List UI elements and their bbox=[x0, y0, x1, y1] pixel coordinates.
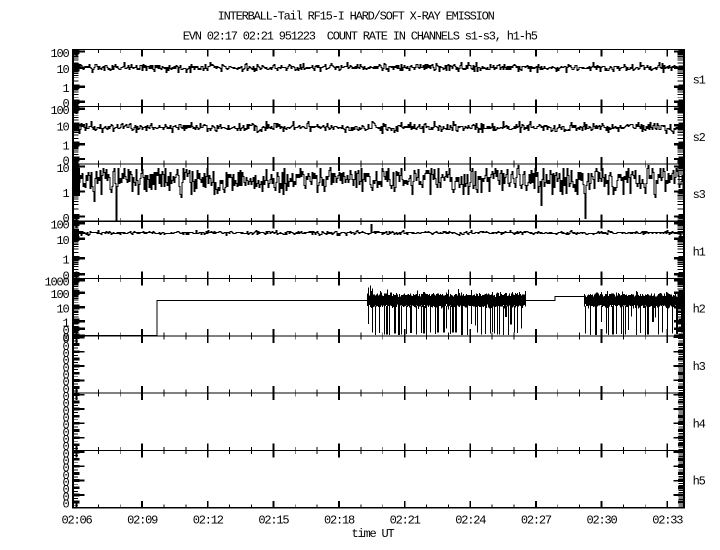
svg-text:1: 1 bbox=[62, 187, 69, 201]
svg-text:s1: s1 bbox=[693, 74, 706, 88]
svg-text:02:27: 02:27 bbox=[521, 514, 552, 528]
svg-text:1: 1 bbox=[62, 316, 69, 330]
svg-text:0: 0 bbox=[62, 490, 69, 504]
svg-text:INTERBALL-Tail RF15-I HARD/SOF: INTERBALL-Tail RF15-I HARD/SOFT X-RAY EM… bbox=[218, 10, 495, 24]
svg-text:0: 0 bbox=[62, 376, 69, 390]
svg-text:02:30: 02:30 bbox=[586, 514, 617, 528]
svg-text:100: 100 bbox=[50, 288, 69, 302]
svg-text:100: 100 bbox=[50, 104, 69, 118]
svg-text:0: 0 bbox=[62, 476, 69, 490]
svg-text:EVN 02:17 02:21 951223 COUNT: EVN 02:17 02:21 951223 COUNT RATE IN CHA… bbox=[183, 29, 538, 43]
svg-text:0: 0 bbox=[62, 340, 69, 354]
svg-text:0: 0 bbox=[62, 497, 69, 511]
svg-text:0: 0 bbox=[62, 361, 69, 375]
svg-text:02:18: 02:18 bbox=[324, 514, 355, 528]
svg-text:0: 0 bbox=[62, 270, 69, 284]
svg-text:100: 100 bbox=[50, 47, 69, 61]
svg-text:0: 0 bbox=[62, 483, 69, 497]
svg-text:10: 10 bbox=[56, 63, 69, 77]
svg-text:0: 0 bbox=[62, 390, 69, 404]
svg-text:h5: h5 bbox=[693, 475, 706, 489]
svg-text:0: 0 bbox=[62, 97, 69, 111]
svg-text:0: 0 bbox=[62, 426, 69, 440]
svg-text:0: 0 bbox=[62, 369, 69, 383]
svg-text:1: 1 bbox=[62, 254, 69, 268]
svg-text:h1: h1 bbox=[693, 245, 706, 259]
svg-text:0: 0 bbox=[62, 333, 69, 347]
svg-text:02:09: 02:09 bbox=[127, 514, 158, 528]
svg-text:0: 0 bbox=[62, 397, 69, 411]
svg-text:10: 10 bbox=[56, 162, 69, 176]
svg-text:02:24: 02:24 bbox=[455, 514, 486, 528]
svg-text:10: 10 bbox=[56, 120, 69, 134]
svg-text:1: 1 bbox=[62, 139, 69, 153]
svg-text:0: 0 bbox=[62, 433, 69, 447]
svg-text:h3: h3 bbox=[693, 360, 706, 374]
svg-text:0: 0 bbox=[62, 324, 69, 338]
svg-text:0: 0 bbox=[62, 455, 69, 469]
svg-text:0: 0 bbox=[62, 331, 69, 345]
svg-text:0: 0 bbox=[62, 347, 69, 361]
svg-text:s2: s2 bbox=[693, 131, 706, 145]
svg-text:0: 0 bbox=[62, 212, 69, 226]
svg-text:02:33: 02:33 bbox=[652, 514, 683, 528]
svg-text:0: 0 bbox=[62, 469, 69, 483]
svg-text:0: 0 bbox=[62, 354, 69, 368]
svg-text:0: 0 bbox=[62, 154, 69, 168]
svg-text:h4: h4 bbox=[693, 417, 706, 431]
svg-text:time UT: time UT bbox=[351, 527, 394, 541]
svg-text:s3: s3 bbox=[693, 188, 706, 202]
svg-text:1000: 1000 bbox=[44, 275, 69, 289]
svg-text:02:12: 02:12 bbox=[193, 514, 224, 528]
svg-text:h2: h2 bbox=[693, 303, 706, 317]
svg-text:0: 0 bbox=[62, 440, 69, 454]
svg-text:0: 0 bbox=[62, 412, 69, 426]
svg-text:0: 0 bbox=[62, 383, 69, 397]
svg-text:0: 0 bbox=[62, 447, 69, 461]
svg-text:02:15: 02:15 bbox=[258, 514, 289, 528]
svg-text:0: 0 bbox=[62, 419, 69, 433]
svg-text:1: 1 bbox=[62, 82, 69, 96]
svg-text:10: 10 bbox=[56, 234, 69, 248]
svg-text:02:06: 02:06 bbox=[61, 514, 92, 528]
svg-text:0: 0 bbox=[62, 404, 69, 418]
svg-text:0: 0 bbox=[62, 462, 69, 476]
svg-text:10: 10 bbox=[56, 302, 69, 316]
svg-text:02:21: 02:21 bbox=[390, 514, 421, 528]
svg-text:100: 100 bbox=[50, 219, 69, 233]
